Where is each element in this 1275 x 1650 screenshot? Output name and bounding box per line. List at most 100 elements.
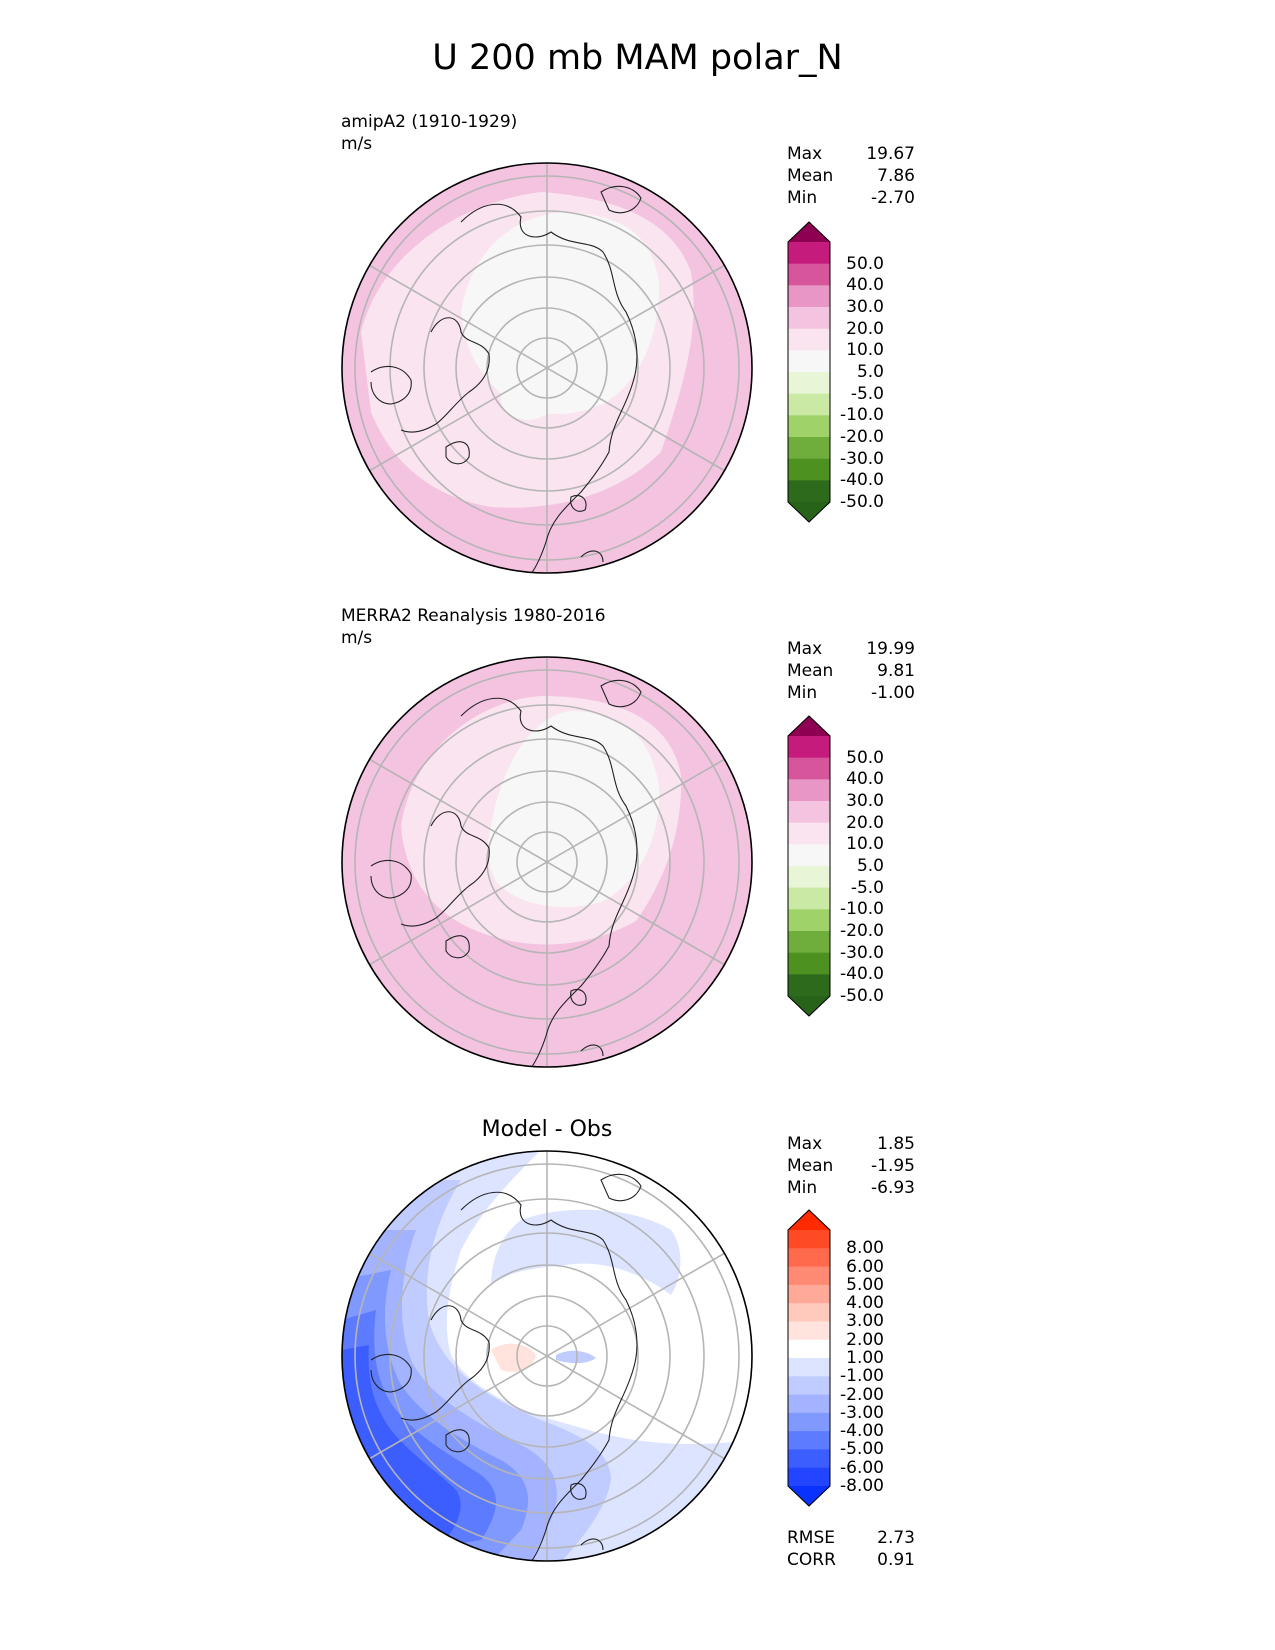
colorbar-tick-label: 30.0 — [846, 297, 884, 317]
colorbar-tick-label: 4.00 — [846, 1293, 884, 1314]
colorbar-tick-label: -10.0 — [840, 899, 884, 920]
panel-1-label: amipA2 (1910-1929) m/s — [341, 111, 517, 155]
panel-1-stat-mean: Mean 7.86 — [787, 166, 915, 186]
colorbar-swatch — [788, 974, 830, 997]
colorbar-swatch — [788, 350, 830, 373]
colorbar-swatch — [788, 1230, 830, 1249]
colorbar-tick-label: -4.00 — [840, 1421, 884, 1442]
colorbar-tick-label: -2.00 — [840, 1384, 884, 1405]
colorbar-swatch — [788, 1339, 830, 1359]
panel-2-coastlines — [370, 679, 642, 1067]
panel-3-metrics: RMSE 2.73 CORR 0.91 — [787, 1527, 915, 1571]
panel-2-stat-mean: Mean 9.81 — [787, 661, 915, 681]
colorbar-tick-label: -20.0 — [840, 921, 884, 941]
panel-2-dataset: MERRA2 Reanalysis 1980-2016 — [341, 606, 606, 626]
colorbar-swatch — [788, 263, 830, 286]
colorbar-swatch — [788, 887, 830, 910]
colorbar-tick-label: 5.00 — [846, 1274, 884, 1295]
panel-3-field-positive — [491, 1343, 536, 1372]
colorbar-extend-bottom — [788, 502, 830, 522]
panel-2-map-border — [341, 656, 753, 1068]
colorbar-swatch — [788, 1431, 830, 1451]
panel-1-dataset: amipA2 (1910-1929) — [341, 112, 518, 132]
colorbar-tick-label: -5.00 — [840, 1439, 884, 1460]
panel-3-coastlines — [370, 1173, 642, 1561]
colorbar-tick-label: -5.0 — [850, 877, 884, 898]
panel-3-stat-min: Min -6.93 — [787, 1178, 915, 1198]
colorbar-swatch — [788, 242, 830, 265]
colorbar-swatch — [788, 480, 830, 503]
colorbar-swatch — [788, 1284, 830, 1304]
colorbar-swatch — [788, 372, 830, 395]
colorbar-swatch — [788, 1248, 830, 1268]
colorbar-tick-label: -8.00 — [840, 1476, 884, 1496]
colorbar-outline — [787, 715, 831, 1017]
colorbar-swatch — [788, 952, 830, 975]
colorbar-tick-label: 10.0 — [846, 834, 884, 855]
colorbar-tick-label: -3.00 — [840, 1402, 884, 1423]
colorbar-extend-top — [788, 222, 830, 242]
colorbar-swatch — [788, 822, 830, 845]
panel-1-field-5-10-b — [500, 360, 565, 420]
colorbar-outline — [787, 1209, 831, 1507]
panel-3-metric-corr: CORR 0.91 — [787, 1550, 915, 1570]
colorbar-swatch — [788, 1358, 830, 1377]
colorbar-tick-label: 20.0 — [846, 318, 884, 339]
colorbar-swatch — [788, 1467, 830, 1487]
colorbar-tick-label: 10.0 — [846, 340, 884, 361]
panel-1-graticule — [354, 163, 740, 573]
panel-3-polar-map — [341, 1150, 753, 1562]
colorbar-tick-label: -30.0 — [840, 448, 884, 469]
colorbar-swatch — [788, 1376, 830, 1396]
colorbar-swatch — [788, 393, 830, 416]
panel-2-units: m/s — [341, 628, 373, 648]
panel-2-stats: Max 19.99 Mean 9.81 Min -1.00 — [787, 638, 915, 704]
colorbar-tick-label: 20.0 — [846, 812, 884, 833]
colorbar-swatch — [788, 931, 830, 954]
colorbar-outline — [787, 221, 831, 523]
panel-2-label: MERRA2 Reanalysis 1980-2016 m/s — [341, 605, 606, 649]
colorbar-swatch — [788, 307, 830, 330]
colorbar-swatch — [788, 779, 830, 802]
colorbar-tick-label: 40.0 — [846, 275, 884, 296]
colorbar-swatch — [788, 328, 830, 351]
colorbar-tick-label: -6.00 — [840, 1457, 884, 1478]
colorbar-tick-label: -50.0 — [840, 492, 884, 512]
colorbar-tick-label: 5.0 — [856, 856, 884, 876]
panel-1-colorbar-ticks: 50.0 40.0 30.0 20.0 10.0 5.0 -5.0 -10.0 -20.0 -30… — [826, 222, 884, 522]
colorbar-swatch — [788, 1449, 830, 1469]
panel-3-metric-rmse: RMSE 2.73 — [787, 1528, 915, 1548]
panel-2-stat-max: Max 19.99 — [787, 639, 915, 659]
colorbar-swatch — [788, 757, 830, 780]
panel-2-polar-map — [341, 656, 753, 1068]
panel-3-graticule — [354, 1151, 740, 1561]
colorbar-tick-label: 5.0 — [856, 362, 884, 382]
colorbar-tick-label: -40.0 — [840, 964, 884, 985]
figure-title: U 200 mb MAM polar_N — [432, 38, 843, 78]
colorbar-tick-label: 50.0 — [846, 747, 884, 768]
colorbar-tick-label: 40.0 — [846, 769, 884, 790]
colorbar-extend-top — [788, 716, 830, 736]
panel-3-field-negative-small — [556, 1350, 596, 1364]
colorbar-tick-label: -50.0 — [840, 986, 884, 1006]
colorbar-extend-top — [788, 1210, 830, 1230]
panel-3-stat-max: Max 1.85 — [787, 1134, 915, 1154]
panel-1-colorbar — [787, 221, 831, 523]
panel-3-stat-mean: Mean -1.95 — [787, 1156, 915, 1176]
colorbar-swatch — [788, 866, 830, 889]
panel-2-graticule — [354, 657, 740, 1067]
colorbar-tick-label: 1.00 — [846, 1348, 884, 1368]
colorbar-swatch — [788, 736, 830, 759]
panel-3-colorbar — [787, 1209, 831, 1507]
panel-1-stats: Max 19.67 Mean 7.86 Min -2.70 — [787, 143, 915, 209]
colorbar-extend-bottom — [788, 996, 830, 1016]
panel-1-stat-min: Min -2.70 — [787, 188, 915, 208]
colorbar-tick-label: -40.0 — [840, 470, 884, 491]
colorbar-swatch — [788, 801, 830, 824]
colorbar-tick-label: 3.00 — [846, 1311, 884, 1332]
colorbar-tick-label: -20.0 — [840, 427, 884, 447]
colorbar-tick-label: 8.00 — [846, 1238, 884, 1259]
panel-1-polar-map — [341, 162, 753, 574]
colorbar-swatch — [788, 1394, 830, 1414]
colorbar-tick-label: -1.00 — [840, 1366, 884, 1387]
